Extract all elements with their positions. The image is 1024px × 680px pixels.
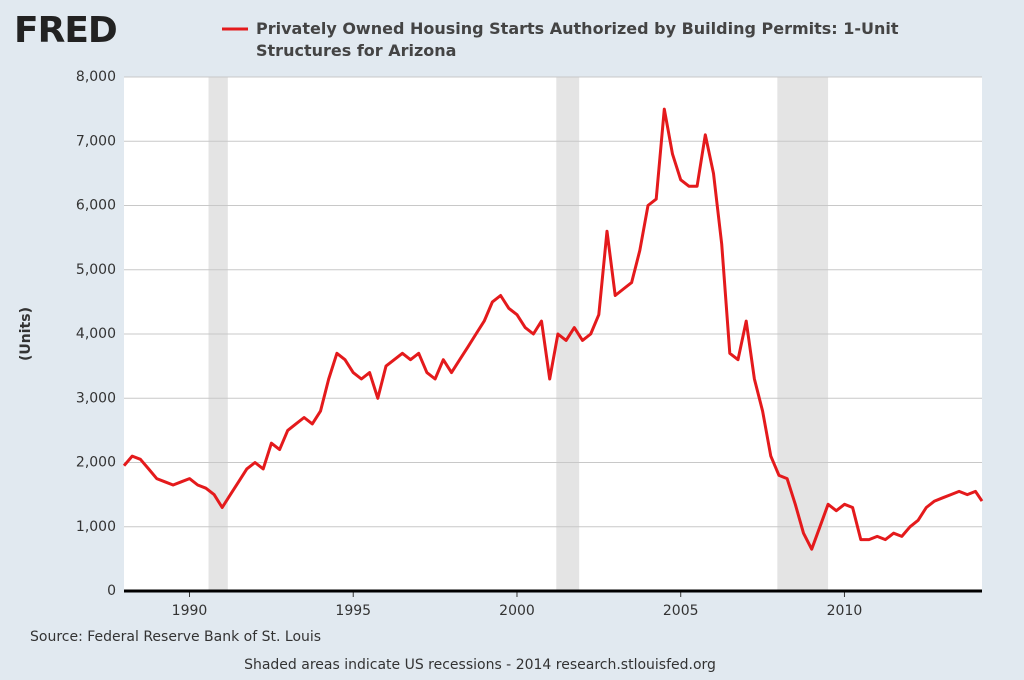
x-tick-label: 1990 [172,603,208,619]
x-tick-label: 2000 [499,603,535,619]
y-tick-label: 1,000 [76,519,116,535]
y-tick-label: 6,000 [76,198,116,214]
x-tick-label: 2005 [663,603,699,619]
logo: FRED [14,10,118,51]
y-tick-label: 8,000 [76,69,116,85]
y-tick-label: 2,000 [76,455,116,471]
note: Shaded areas indicate US recessions - 20… [244,657,716,673]
y-tick-label: 7,000 [76,133,116,149]
legend-entry: Privately Owned Housing Starts Authorize… [256,19,899,60]
y-tick-label: 0 [107,583,116,599]
x-tick-label: 1995 [335,603,371,619]
x-tick-label: 2010 [827,603,863,619]
source: Source: Federal Reserve Bank of St. Loui… [30,629,321,645]
series-line [122,107,984,551]
y-axis-label: (Units) [18,307,34,361]
y-tick-label: 5,000 [76,262,116,278]
y-tick-label: 3,000 [76,390,116,406]
y-tick-label: 4,000 [76,326,116,342]
